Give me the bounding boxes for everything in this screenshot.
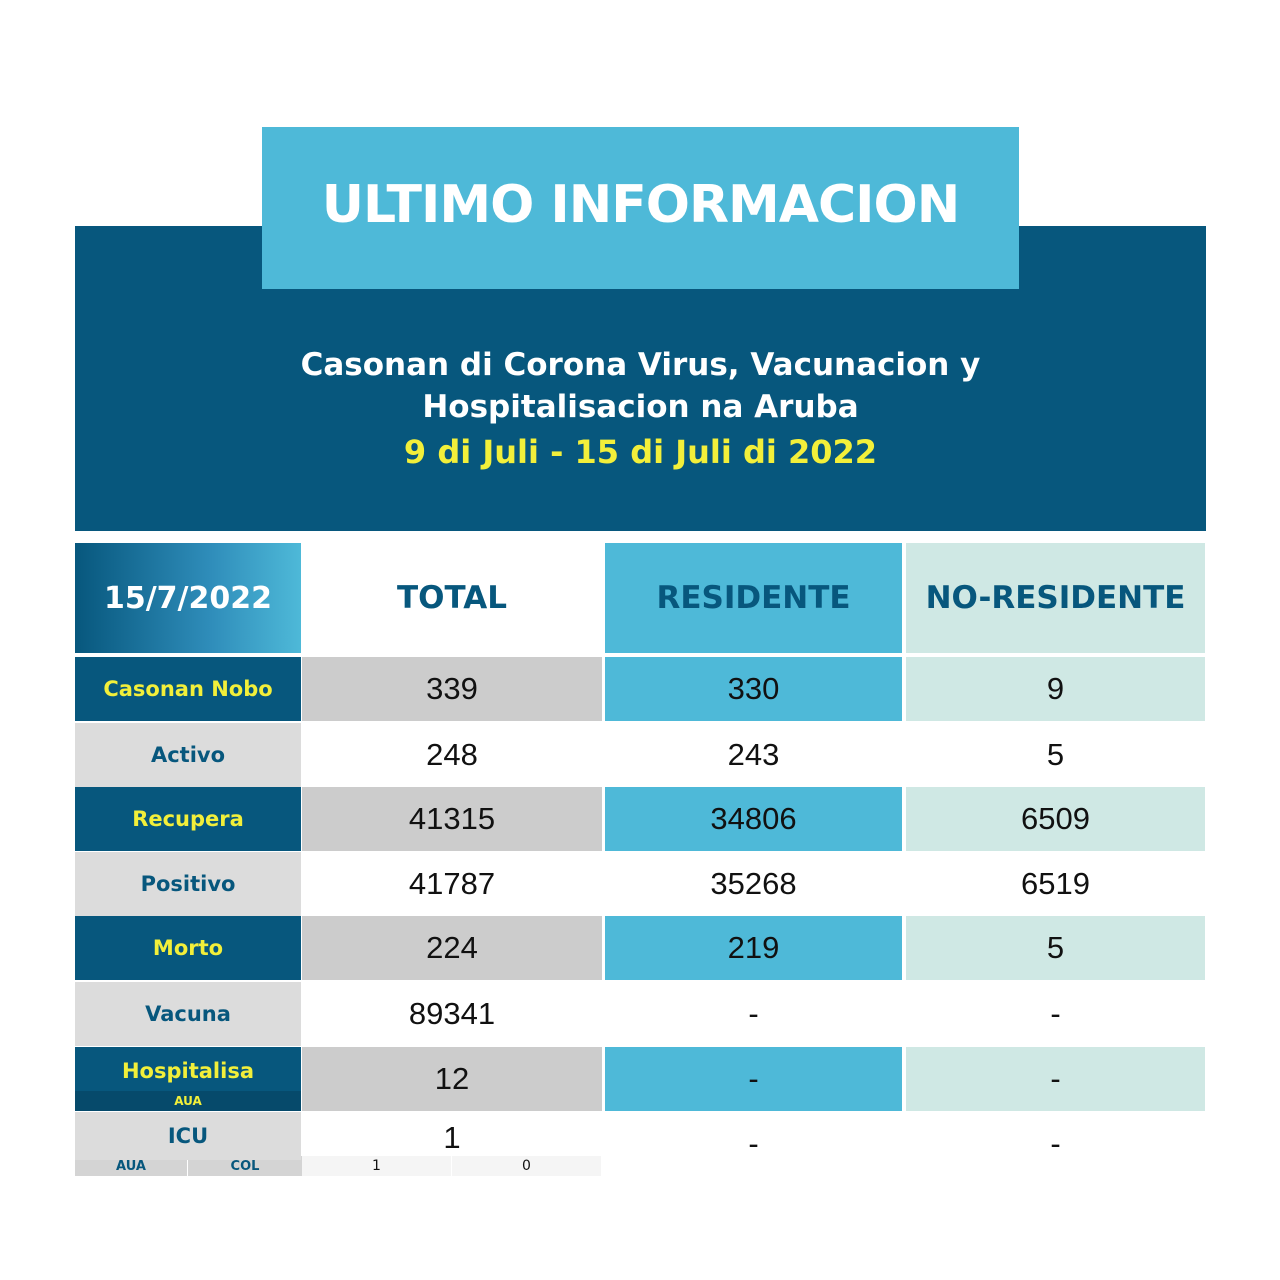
cell-residente: -	[605, 1047, 902, 1111]
row-label: ICU	[75, 1112, 301, 1160]
cell-total: 1	[302, 1112, 602, 1156]
cell-total: 224	[302, 916, 602, 980]
title-banner: ULTIMO INFORMACION	[262, 127, 1019, 289]
subtitle-line-1: Casonan di Corona Virus, Vacunacion y	[300, 347, 981, 383]
cell-total: 41315	[302, 787, 602, 851]
cell-no-residente: 5	[906, 916, 1205, 980]
row-label: Morto	[75, 916, 301, 980]
icu-sublabel: AUA	[75, 1156, 187, 1176]
cell-no-residente: 6519	[906, 852, 1205, 916]
cell-residente: 35268	[605, 852, 902, 916]
header-no-residente: NO-RESIDENTE	[906, 543, 1205, 653]
cell-total: 339	[302, 657, 602, 721]
subtitle: Casonan di Corona Virus, Vacunacion y Ho…	[75, 344, 1206, 428]
subtitle-line-2: Hospitalisacion na Aruba	[422, 389, 859, 425]
row-sublabel: AUA	[75, 1091, 301, 1111]
icu-sublabel: COL	[188, 1156, 302, 1176]
cell-no-residente: 9	[906, 657, 1205, 721]
page-title: ULTIMO INFORMACION	[321, 175, 960, 235]
cell-total: 12	[302, 1047, 602, 1111]
row-label-text: Morto	[152, 936, 224, 960]
cell-no-residente: -	[906, 1047, 1205, 1111]
row-label: Activo	[75, 723, 301, 787]
row-label-text: Activo	[150, 743, 226, 767]
cell-no-residente: -	[906, 1112, 1205, 1176]
cell-total: 89341	[302, 982, 602, 1046]
cell-total: 41787	[302, 852, 602, 916]
icu-subvalue: 0	[452, 1156, 601, 1176]
row-label-text: Recupera	[132, 807, 244, 831]
row-label-text: Casonan Nobo	[103, 677, 273, 701]
row-label-text: Vacuna	[145, 1002, 231, 1026]
row-label: Hospitalisa AUA	[75, 1047, 301, 1111]
cell-residente: 34806	[605, 787, 902, 851]
row-label-text: ICU	[167, 1124, 209, 1148]
cell-no-residente: 5	[906, 723, 1205, 787]
table-date-header: 15/7/2022	[75, 543, 301, 653]
cell-residente: 243	[605, 723, 902, 787]
row-label: Casonan Nobo	[75, 657, 301, 721]
row-label-text: Hospitalisa	[121, 1059, 254, 1083]
cell-no-residente: -	[906, 982, 1205, 1046]
cell-residente: 330	[605, 657, 902, 721]
row-label-text: Positivo	[140, 872, 236, 896]
icu-subvalue: 1	[302, 1156, 451, 1176]
cell-residente: 219	[605, 916, 902, 980]
cell-no-residente: 6509	[906, 787, 1205, 851]
date-range: 9 di Juli - 15 di Juli di 2022	[403, 433, 878, 471]
cell-total: 248	[302, 723, 602, 787]
header-residente: RESIDENTE	[605, 543, 902, 653]
cell-residente: -	[605, 1112, 902, 1176]
row-label: Positivo	[75, 852, 301, 916]
header-total: TOTAL	[302, 543, 602, 653]
row-label: Recupera	[75, 787, 301, 851]
cell-residente: -	[605, 982, 902, 1046]
row-label: Vacuna	[75, 982, 301, 1046]
